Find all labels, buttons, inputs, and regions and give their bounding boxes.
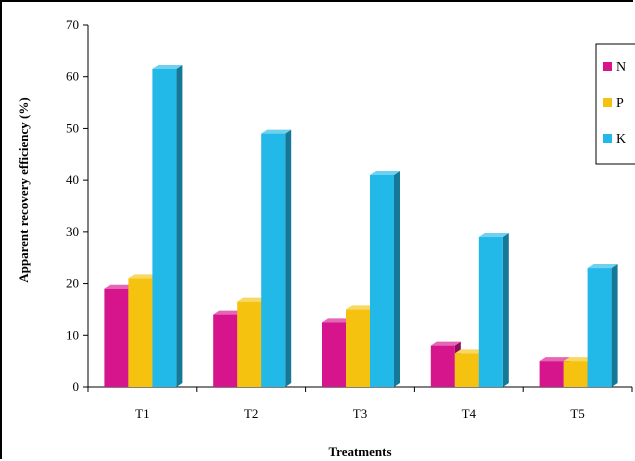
y-axis-ticks: 0 10 20 30 40 50 60 70 [66,17,88,394]
legend-swatch-k [603,134,612,143]
y-axis-title: Apparent recovery efficiency (%) [16,97,31,282]
legend-swatch-n [603,62,612,71]
x-axis-title: Treatments [328,444,391,459]
x-axis-ticks: T1 T2 T3 T4 T5 [87,387,633,421]
legend-label-p: P [616,96,624,111]
y-tick-label: 10 [66,327,79,342]
x-tick-label: T2 [244,406,258,421]
legend: N P K [595,43,635,165]
x-tick-label: T1 [135,406,149,421]
y-tick-label: 30 [66,224,79,239]
bar-k-t1 [152,64,183,387]
legend-label-n: N [616,60,626,75]
x-tick-label: T3 [353,406,367,421]
bar-k-t5 [587,264,618,387]
y-tick-label: 0 [73,379,80,394]
legend-swatch-p [603,98,612,107]
y-tick-label: 60 [66,69,79,84]
bar-k-t4 [478,233,509,387]
bar-k-t3 [370,170,400,387]
legend-box [595,43,635,165]
legend-label-k: K [616,132,626,147]
x-tick-label: T4 [462,406,477,421]
y-tick-label: 20 [66,276,79,291]
bars [104,64,618,387]
x-tick-label: T5 [570,406,584,421]
y-tick-label: 40 [66,172,79,187]
y-tick-label: 50 [66,120,79,135]
bar-k-t2 [261,129,292,387]
y-tick-label: 70 [66,17,79,32]
